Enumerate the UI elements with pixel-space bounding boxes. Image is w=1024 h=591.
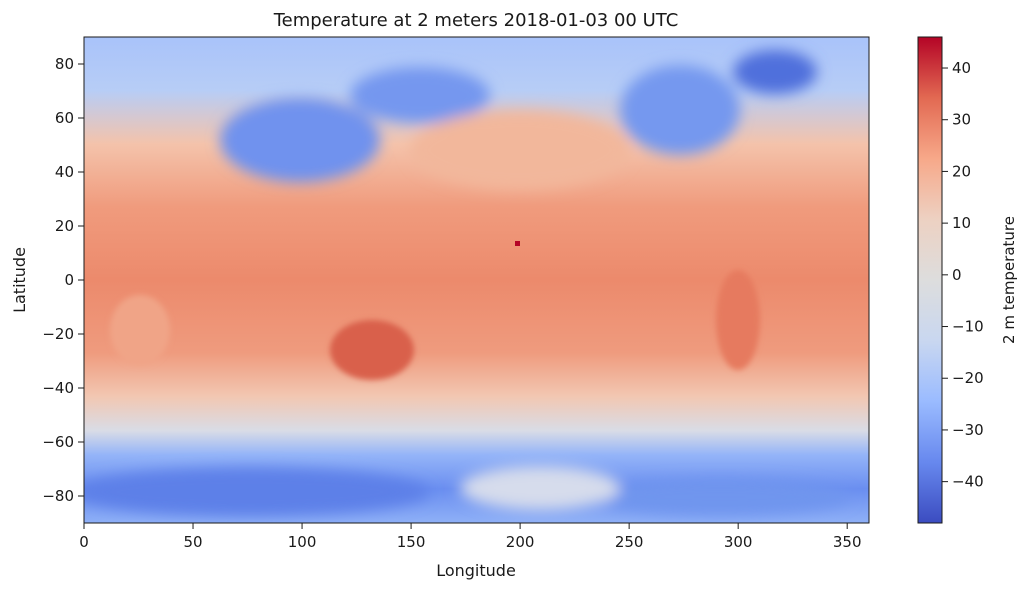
x-tick-label: 250 xyxy=(615,533,644,551)
y-tick-label: 20 xyxy=(55,217,74,235)
y-tick-label: −40 xyxy=(42,379,74,397)
y-axis: 80 60 40 20 0 −20 −40 −60 −80 xyxy=(42,55,84,505)
colorbar-tick-label: −20 xyxy=(952,369,984,387)
x-tick-label: 100 xyxy=(288,533,317,551)
greenland-cold-region xyxy=(733,50,817,94)
colorbar-tick-label: 30 xyxy=(952,111,971,129)
chart-title: Temperature at 2 meters 2018-01-03 00 UT… xyxy=(273,10,679,31)
y-tick-label: −60 xyxy=(42,433,74,451)
plot-area: 0 50 100 150 200 250 300 350 806040200−20−40−60… xyxy=(42,36,870,551)
x-axis: 0 50 100 150 200 250 300 350 xyxy=(79,523,862,551)
x-tick-label: 300 xyxy=(724,533,753,551)
north-pacific-warm-region xyxy=(410,110,630,190)
x-tick-label: 350 xyxy=(833,533,862,551)
colorbar-frame xyxy=(917,36,943,524)
colorbar-tick-label: 20 xyxy=(952,162,971,180)
ross-sea-region xyxy=(460,466,620,510)
y-tick-label: −20 xyxy=(42,325,74,343)
colorbar-tick-label: −10 xyxy=(952,318,984,336)
africa-warm-region xyxy=(110,295,170,365)
y-tick-label: 80 xyxy=(55,55,74,73)
colorbar-label: 2 m temperature xyxy=(1000,216,1018,344)
y-tick-label: 40 xyxy=(55,163,74,181)
colorbar: 40 30 20 10 0 −10 −20 −30 −40 2 m temperature xyxy=(917,36,1018,524)
colorbar-tick-label: −30 xyxy=(952,421,984,439)
x-tick-label: 0 xyxy=(79,533,89,551)
hot-pixel-marker xyxy=(515,241,520,246)
colorbar-tick-label: 10 xyxy=(952,214,971,232)
y-axis-label: Latitude xyxy=(10,247,29,313)
y-tick-label: −80 xyxy=(42,487,74,505)
north-asia-cold-region xyxy=(220,98,380,182)
colorbar-axis: 40 30 20 10 0 −10 −20 −30 −40 xyxy=(942,59,984,491)
antarctica-east-cold-region xyxy=(590,479,850,515)
y-tick-label: 60 xyxy=(55,109,74,127)
australia-hot-region xyxy=(330,320,414,380)
colorbar-gradient xyxy=(918,37,942,523)
siberia-cold-region xyxy=(350,67,490,123)
north-america-cold-region xyxy=(620,65,740,155)
south-america-warm-region xyxy=(716,270,760,370)
y-tick-label: 0 xyxy=(64,271,74,289)
regional-temperature-anomalies xyxy=(84,50,850,516)
colorbar-tick-label: −40 xyxy=(952,473,984,491)
colorbar-tick-label: 0 xyxy=(952,266,962,284)
x-tick-label: 150 xyxy=(397,533,426,551)
x-tick-label: 200 xyxy=(506,533,535,551)
x-axis-label: Longitude xyxy=(436,561,516,580)
antarctica-cold-region xyxy=(84,468,430,516)
colorbar-tick-label: 40 xyxy=(952,59,971,77)
x-tick-label: 50 xyxy=(183,533,202,551)
